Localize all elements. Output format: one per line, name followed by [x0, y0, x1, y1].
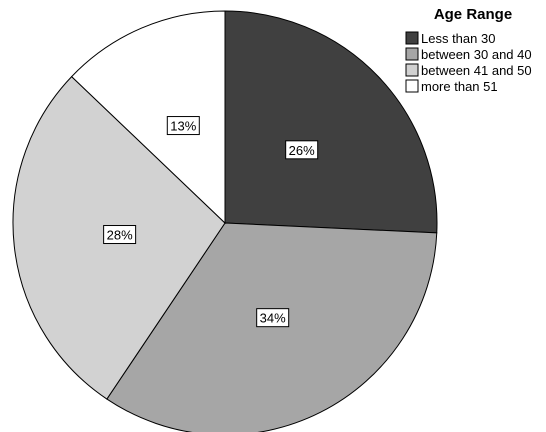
- pie-slice-between-30-and-40: [106, 222, 438, 432]
- slice-value-box: [166, 116, 200, 136]
- slice-value-box: [103, 225, 137, 245]
- legend-swatch: [405, 63, 419, 77]
- legend-item-between-41-and-50: between 41 and 50: [405, 63, 532, 78]
- legend-item-less-than-30: Less than 30: [405, 31, 495, 46]
- legend-swatch: [405, 79, 419, 93]
- legend-label: more than 51: [421, 79, 498, 94]
- legend-label: Less than 30: [421, 31, 495, 46]
- slice-value-box: [285, 140, 319, 160]
- slice-value-text: 13%: [170, 119, 196, 134]
- pie-slice-labels: 26% 34% 28% 13%: [103, 116, 319, 328]
- slice-value-label: 26%: [285, 140, 319, 160]
- pie-slice-more-than-51: [70, 10, 226, 225]
- slice-value-label: 13%: [166, 116, 200, 136]
- legend-item-more-than-51: more than 51: [405, 79, 498, 94]
- legend-label: between 30 and 40: [421, 47, 532, 62]
- slice-value-label: 34%: [256, 308, 290, 328]
- legend-item-between-30-and-40: between 30 and 40: [405, 47, 532, 62]
- legend-swatch: [405, 31, 419, 45]
- slice-value-text: 34%: [260, 311, 286, 326]
- legend-swatch: [405, 47, 419, 61]
- legend-title: Age Range: [434, 6, 512, 23]
- slice-value-label: 28%: [103, 225, 137, 245]
- pie-slices: [12, 10, 438, 432]
- slice-value-text: 28%: [107, 228, 133, 243]
- pie-slice-less-than-30: [224, 10, 438, 234]
- slice-value-text: 26%: [289, 143, 315, 158]
- legend-label: between 41 and 50: [421, 63, 532, 78]
- slice-value-box: [256, 308, 290, 328]
